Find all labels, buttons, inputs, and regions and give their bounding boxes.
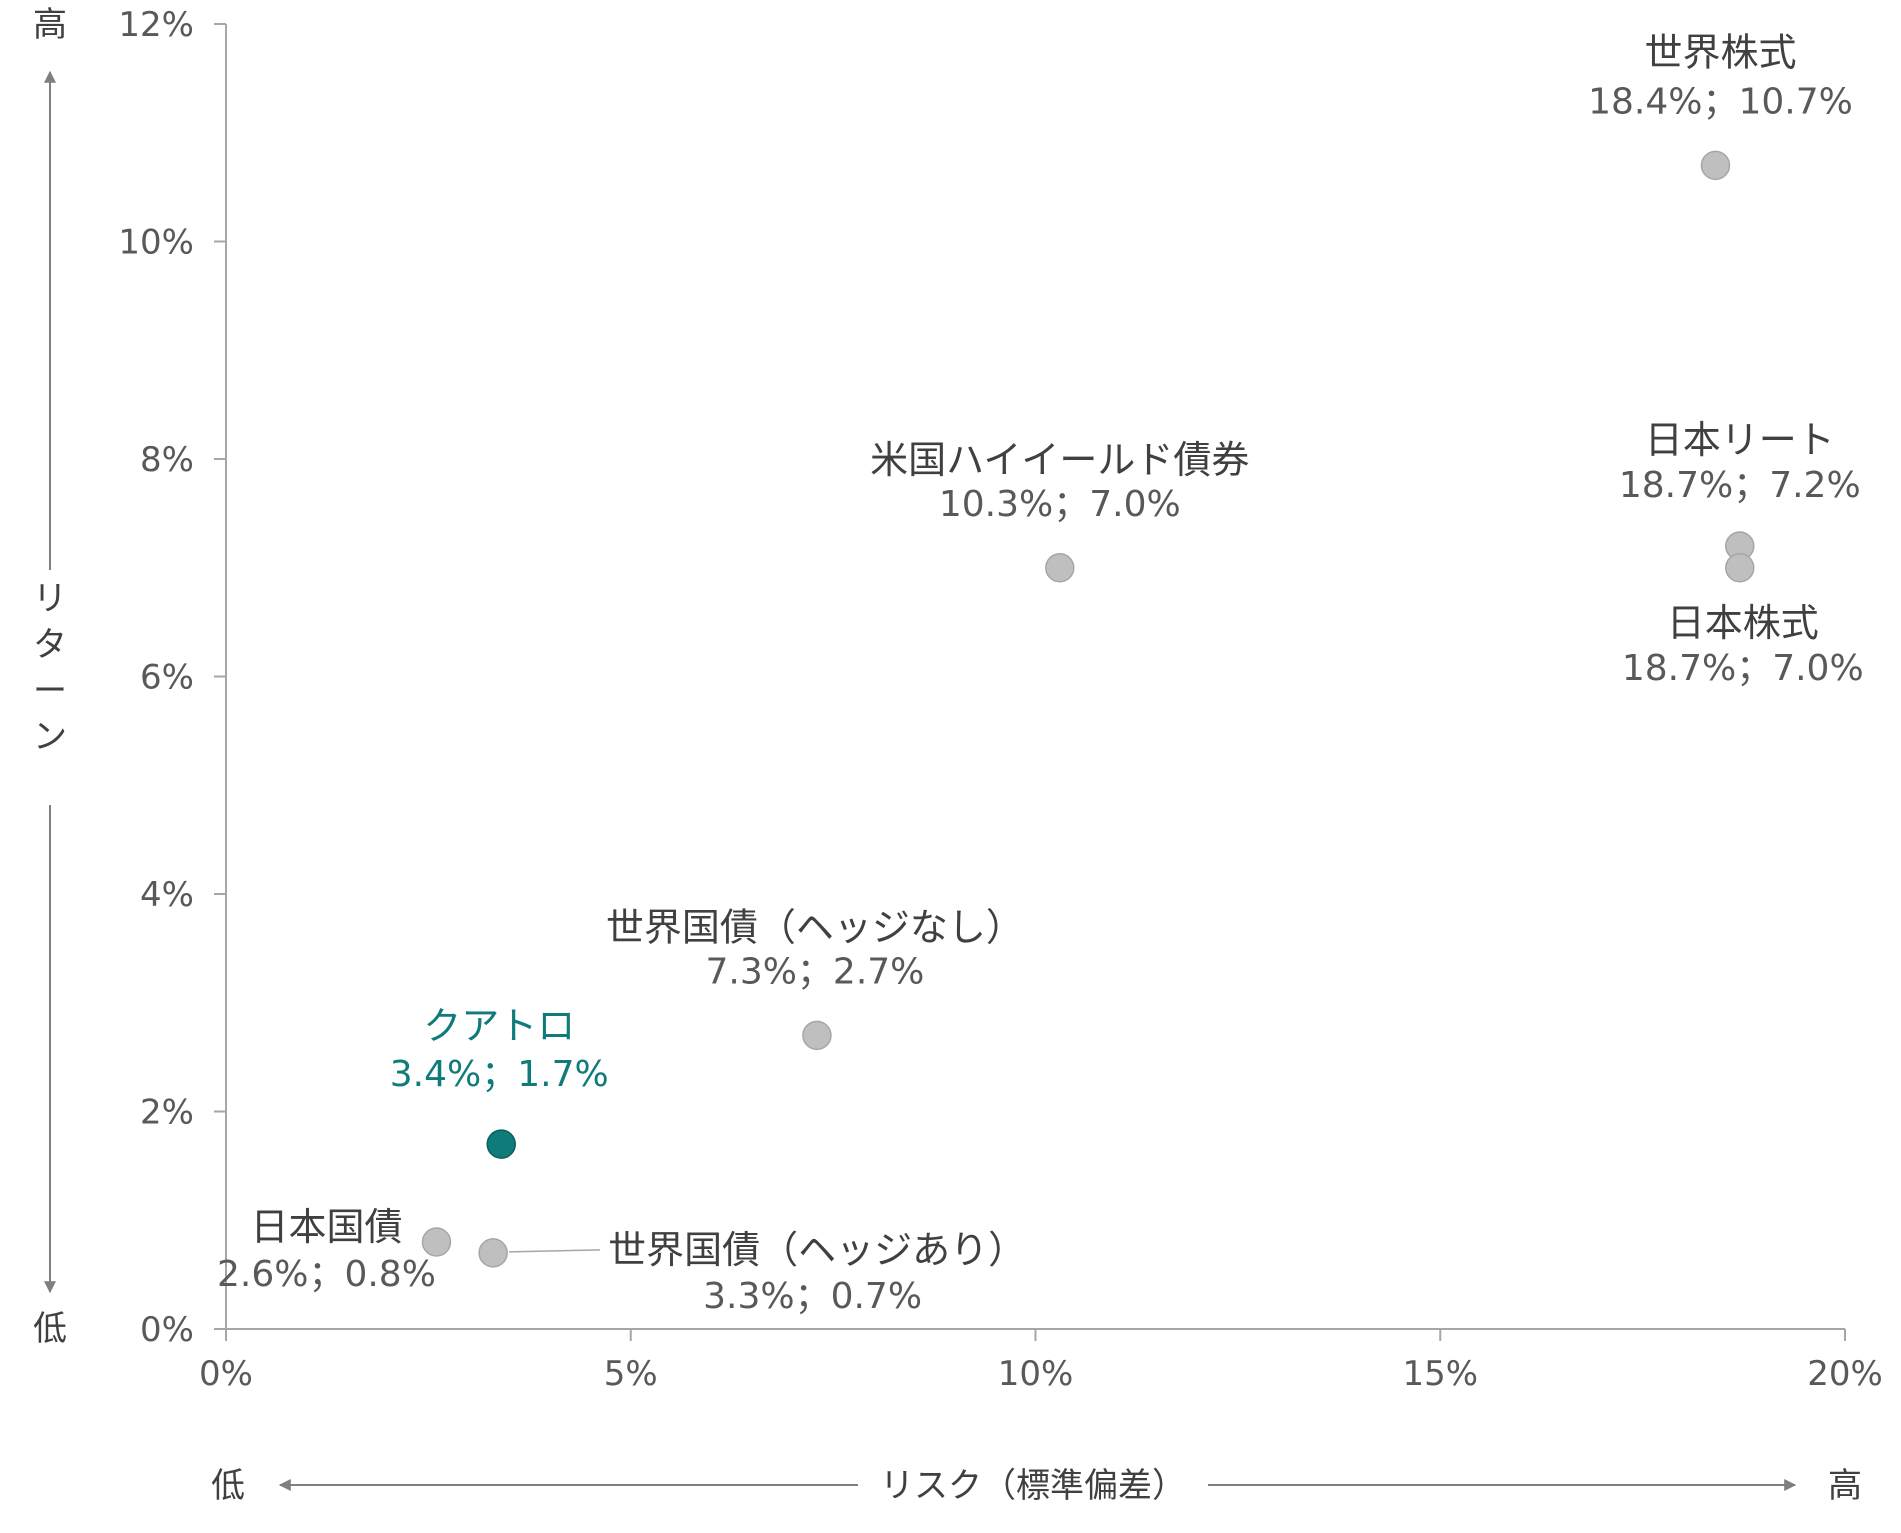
y-axis-title: リターン [33,579,67,757]
y-low-label: 低 [33,1309,67,1349]
point-name-label: 日本リート [1645,418,1835,462]
point-name-label: 日本株式 [1667,601,1819,645]
point-name-label: 米国ハイイールド債券 [870,438,1249,482]
point-name-label: 世界国債（ヘッジあり） [608,1228,1026,1272]
x-tick-label: 0% [199,1354,253,1394]
y-tick-label: 8% [140,440,194,480]
data-point [486,1129,516,1159]
point-value-label: 10.3%；7.0% [939,484,1181,525]
point-value-label: 2.6%；0.8% [217,1254,436,1295]
x-high-label: 高 [1828,1466,1862,1506]
x-tick-label: 15% [1402,1354,1478,1394]
data-point [802,1020,832,1051]
y-tick-label: 4% [140,875,194,915]
x-low-label: 低 [211,1466,245,1506]
point-value-label: 18.7%；7.0% [1622,648,1864,689]
point-name-label: クアトロ [423,1004,575,1048]
y-tick-label: 0% [140,1310,194,1350]
leader-line [509,1249,601,1253]
y-tick-label: 10% [118,223,194,263]
y-tick-label: 12% [118,5,194,45]
point-value-label: 3.4%；1.7% [390,1054,609,1095]
data-point [1725,553,1755,583]
x-tick-label: 5% [604,1354,658,1394]
point-name-label: 世界株式 [1644,30,1796,74]
y-tick-label: 6% [140,658,194,698]
x-axis-title: リスク（標準偏差） [880,1466,1186,1506]
data-point [478,1238,508,1268]
data-point [1700,150,1731,181]
point-value-label: 7.3%；2.7% [705,951,924,992]
data-point [421,1227,452,1257]
y-tick-label: 2% [140,1093,194,1133]
point-name-label: 日本国債 [250,1205,402,1249]
point-value-label: 3.3%；0.7% [703,1276,922,1317]
point-name-label: 世界国債（ヘッジなし） [606,905,1024,949]
x-tick-label: 10% [998,1354,1074,1394]
data-point [1045,553,1075,583]
point-value-label: 18.4%；10.7% [1588,81,1853,122]
point-value-label: 18.7%；7.2% [1619,465,1861,506]
x-tick-label: 20% [1807,1354,1883,1394]
y-high-label: 高 [33,5,67,45]
